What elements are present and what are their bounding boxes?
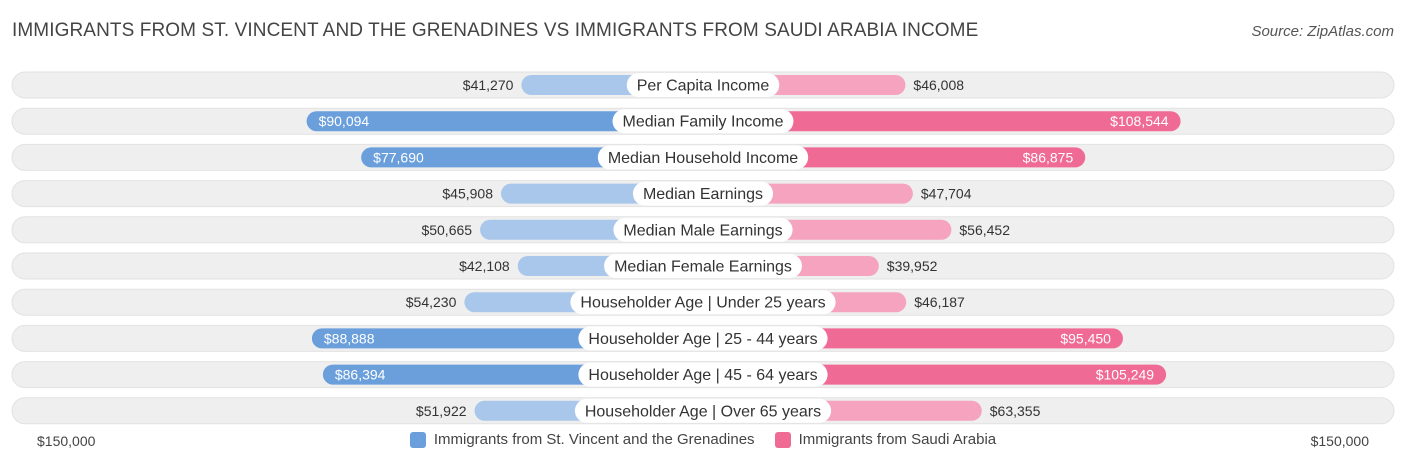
value-label-right: $86,875 bbox=[1023, 149, 1074, 165]
category-label-pill bbox=[612, 109, 794, 134]
legend: Immigrants from St. Vincent and the Gren… bbox=[0, 431, 1406, 448]
legend-item-left[interactable]: Immigrants from St. Vincent and the Gren… bbox=[409, 431, 755, 448]
value-label-right: $46,187 bbox=[914, 294, 965, 310]
legend-label-right: Immigrants from Saudi Arabia bbox=[798, 431, 997, 448]
category-label-pill bbox=[613, 217, 793, 242]
category-label-pill bbox=[574, 398, 832, 423]
category-label: Per Capita Income bbox=[637, 78, 770, 95]
category-label: Median Family Income bbox=[623, 114, 784, 131]
value-label-left: $51,922 bbox=[416, 403, 467, 419]
category-label-pill bbox=[626, 73, 780, 97]
category-label-pill bbox=[632, 181, 774, 206]
axis-left-max: $150,000 bbox=[37, 433, 96, 449]
category-label-pill bbox=[597, 145, 809, 170]
value-label-right: $63,355 bbox=[990, 403, 1041, 419]
value-label-right: $108,544 bbox=[1110, 113, 1169, 129]
category-label: Householder Age | 45 - 64 years bbox=[588, 367, 817, 384]
category-label: Median Female Earnings bbox=[614, 259, 792, 276]
value-label-left: $90,094 bbox=[319, 113, 370, 129]
category-label: Householder Age | Under 25 years bbox=[580, 295, 825, 312]
value-label-right: $105,249 bbox=[1096, 367, 1155, 383]
category-label-pill bbox=[578, 326, 828, 351]
category-label: Householder Age | Over 65 years bbox=[585, 403, 821, 420]
value-label-right: $47,704 bbox=[921, 186, 972, 202]
category-label-pill bbox=[570, 290, 836, 315]
legend-swatch-left bbox=[409, 431, 426, 448]
value-label-left: $77,690 bbox=[373, 149, 424, 165]
legend-item-right[interactable]: Immigrants from Saudi Arabia bbox=[774, 431, 997, 448]
value-label-left: $54,230 bbox=[406, 294, 457, 310]
value-label-right: $39,952 bbox=[887, 258, 938, 274]
category-label: Median Household Income bbox=[608, 150, 798, 167]
axis-right-max: $150,000 bbox=[1310, 433, 1369, 449]
category-label-pill bbox=[578, 362, 828, 387]
value-label-left: $45,908 bbox=[442, 186, 493, 202]
category-label: Median Male Earnings bbox=[623, 222, 782, 239]
bar-right[interactable] bbox=[703, 111, 1181, 132]
chart-canvas: Per Capita Income $41,270 $46,008 Median Fa… bbox=[11, 71, 1395, 425]
bar-left[interactable] bbox=[306, 111, 703, 132]
value-label-left: $50,665 bbox=[421, 222, 472, 238]
legend-swatch-right bbox=[774, 431, 791, 448]
chart-title: IMMIGRANTS FROM ST. VINCENT AND THE GREN… bbox=[12, 20, 979, 41]
category-label-pill bbox=[604, 254, 802, 278]
legend-label-left: Immigrants from St. Vincent and the Gren… bbox=[433, 431, 755, 448]
value-label-right: $95,450 bbox=[1060, 330, 1111, 346]
category-label: Householder Age | 25 - 44 years bbox=[588, 331, 817, 348]
source-note: Source: ZipAtlas.com bbox=[1251, 23, 1394, 40]
value-label-right: $56,452 bbox=[959, 222, 1010, 238]
value-label-left: $88,888 bbox=[324, 330, 375, 346]
value-label-left: $41,270 bbox=[463, 77, 514, 93]
value-label-right: $46,008 bbox=[913, 77, 964, 93]
value-label-left: $42,108 bbox=[459, 258, 510, 274]
value-label-left: $86,394 bbox=[335, 367, 386, 383]
category-label: Median Earnings bbox=[643, 186, 763, 203]
